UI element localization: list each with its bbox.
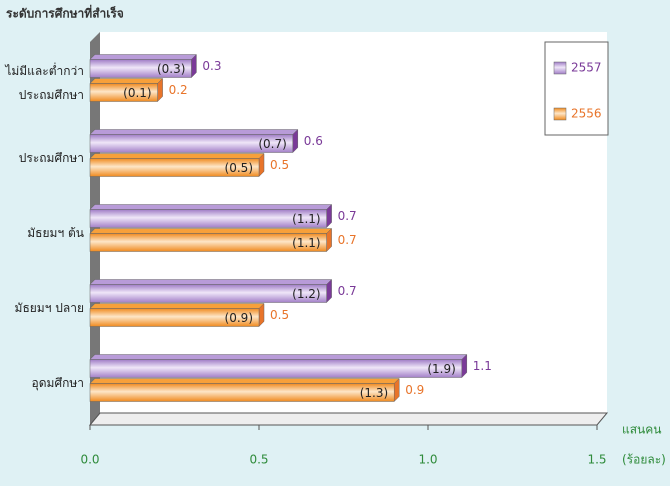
- percent-label: (1.1): [292, 236, 320, 250]
- y-tick-label: ไม่มีและต่ำกว่า ประถมศึกษา: [5, 63, 84, 102]
- legend-label: 2557: [571, 61, 602, 75]
- legend: [544, 41, 609, 136]
- percent-label: (0.7): [258, 137, 286, 151]
- bar-top: [89, 303, 265, 309]
- percent-label: (0.5): [225, 161, 253, 175]
- bar: [89, 59, 192, 78]
- x-tick-label: 1.5: [587, 453, 606, 467]
- bar-top: [89, 54, 198, 60]
- percent-label: (1.9): [427, 362, 455, 376]
- bar: [89, 158, 260, 177]
- bar-top: [89, 204, 333, 210]
- bar-top: [89, 129, 299, 135]
- y-tick-label: มัธยมฯ ต้น: [27, 225, 84, 240]
- y-tick-label: ประถมศึกษา: [18, 150, 84, 165]
- value-label: 0.6: [304, 134, 323, 148]
- percent-label: (1.2): [292, 287, 320, 301]
- y-tick-label: มัธยมฯ ปลาย: [14, 300, 84, 315]
- bar: [89, 308, 260, 327]
- percent-label: (1.3): [360, 386, 388, 400]
- value-label: 0.2: [169, 83, 188, 97]
- legend-label: 2556: [571, 107, 602, 121]
- value-label: 0.7: [338, 233, 357, 247]
- legend-swatch: [553, 61, 567, 75]
- value-label: 0.5: [270, 308, 289, 322]
- value-label: 0.3: [202, 59, 221, 73]
- bar-top: [89, 78, 164, 84]
- y-tick-label: อุดมศึกษา: [31, 375, 84, 390]
- x-tick-label: 1.0: [418, 453, 437, 467]
- bar-top: [89, 354, 468, 360]
- bar: [89, 83, 158, 102]
- bar-top: [89, 279, 333, 285]
- bar: [89, 134, 294, 153]
- bar-top: [89, 378, 400, 384]
- chart-title: ระดับการศึกษาที่สำเร็จ: [6, 5, 124, 21]
- bar: [89, 284, 327, 303]
- value-label: 0.7: [338, 284, 357, 298]
- percent-label: (0.1): [123, 86, 151, 100]
- value-label: 1.1: [473, 359, 492, 373]
- value-label: 0.7: [338, 209, 357, 223]
- x-label: แสนคน: [622, 423, 662, 437]
- plot-floor: [88, 412, 609, 426]
- percent-label: (1.1): [292, 212, 320, 226]
- bar: [89, 359, 463, 378]
- bar: [89, 233, 327, 252]
- x-unit: (ร้อยละ): [622, 453, 666, 467]
- legend-swatch: [553, 107, 567, 121]
- percent-label: (0.9): [225, 311, 253, 325]
- bar: [89, 383, 395, 402]
- x-tick-label: 0.0: [80, 453, 99, 467]
- bar-top: [89, 228, 333, 234]
- value-label: 0.9: [405, 383, 424, 397]
- percent-label: (0.3): [157, 62, 185, 76]
- x-tick-label: 0.5: [249, 453, 268, 467]
- bar: [89, 209, 327, 228]
- bar-top: [89, 153, 265, 159]
- value-label: 0.5: [270, 158, 289, 172]
